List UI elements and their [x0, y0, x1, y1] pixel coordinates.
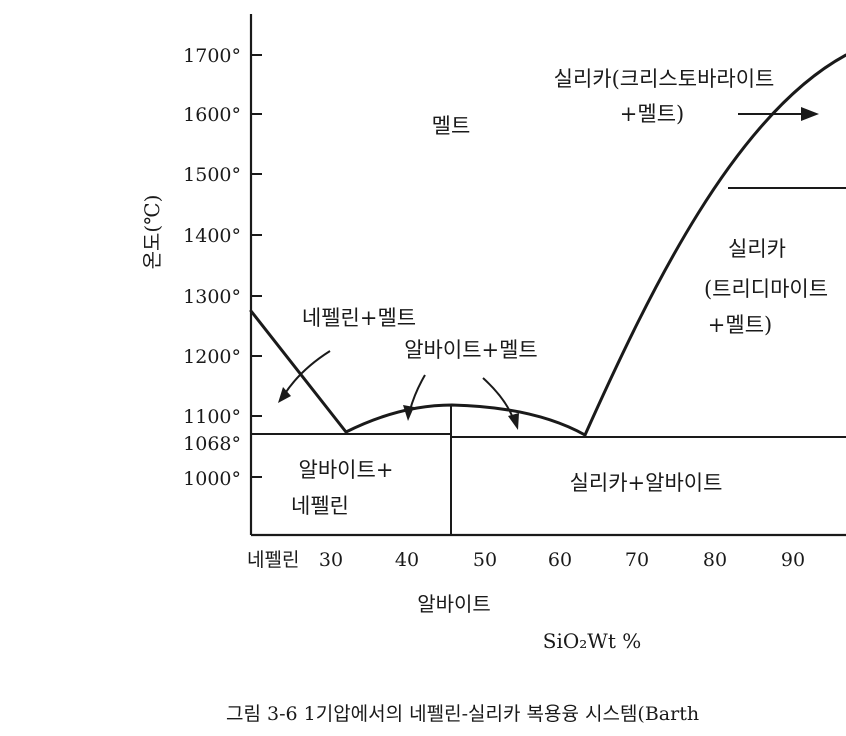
y-tick-label: 1068° [183, 433, 241, 455]
x-tick-label: 60 [548, 549, 572, 571]
region-albite-nepheline-line1: 알바이트+ [299, 458, 394, 482]
region-melt: 멜트 [432, 114, 471, 138]
arrow-cristobalite [738, 107, 819, 121]
x-tick-label: 50 [473, 549, 497, 571]
figure-caption: 그림 3-6 1기압에서의 네펠린-실리카 복용융 시스템(Barth [226, 703, 699, 725]
region-cristobalite-line2: +멜트) [620, 102, 684, 126]
nepheline-liquidus [249, 309, 348, 434]
region-tridymite-line1: 실리카 [728, 237, 786, 261]
albite-liquidus [344, 403, 587, 437]
y-tick-marks [251, 54, 262, 478]
region-tridymite-line3: +멜트) [708, 313, 772, 337]
y-tick-label: 1700° [183, 45, 241, 67]
arrow-albite-melt-left [403, 374, 426, 421]
region-tridymite-line2: (트리디마이트 [704, 277, 828, 301]
region-cristobalite-line1: 실리카(크리스토바라이트 [554, 67, 775, 91]
x-tick-label: 40 [395, 549, 419, 571]
region-nepheline-melt: 네펠린+멜트 [302, 306, 416, 330]
x-tick-labels: 네펠린 30 40 50 60 70 80 90 [247, 549, 805, 571]
y-tick-label: 1600° [183, 104, 241, 126]
y-tick-label: 1200° [183, 346, 241, 368]
x-tick-label: 80 [703, 549, 727, 571]
arrow-nepheline-melt [278, 350, 331, 403]
y-tick-label: 1300° [183, 286, 241, 308]
x-tick-label: 70 [625, 549, 649, 571]
y-tick-label: 1400° [183, 225, 241, 247]
x-tick-label: 30 [319, 549, 343, 571]
y-tick-label: 1100° [183, 406, 241, 428]
x-axis-start-label: 네펠린 [247, 549, 299, 571]
silica-liquidus [583, 53, 846, 437]
y-axis-title: 온도(℃) [140, 195, 164, 270]
y-tick-label: 1000° [183, 468, 241, 490]
x-tick-label: 90 [781, 549, 805, 571]
region-silica-albite: 실리카+알바이트 [570, 471, 723, 495]
region-albite-melt: 알바이트+멜트 [404, 338, 538, 362]
region-albite-nepheline-line2: 네펠린 [291, 494, 349, 518]
x-axis-title: SiO₂Wt % [543, 629, 641, 653]
y-tick-label: 1500° [183, 164, 241, 186]
arrow-albite-melt-right [482, 377, 519, 430]
x-axis-mineral-label: 알바이트 [417, 592, 491, 616]
y-tick-labels: 1700° 1600° 1500° 1400° 1300° 1200° 1100… [183, 45, 241, 490]
